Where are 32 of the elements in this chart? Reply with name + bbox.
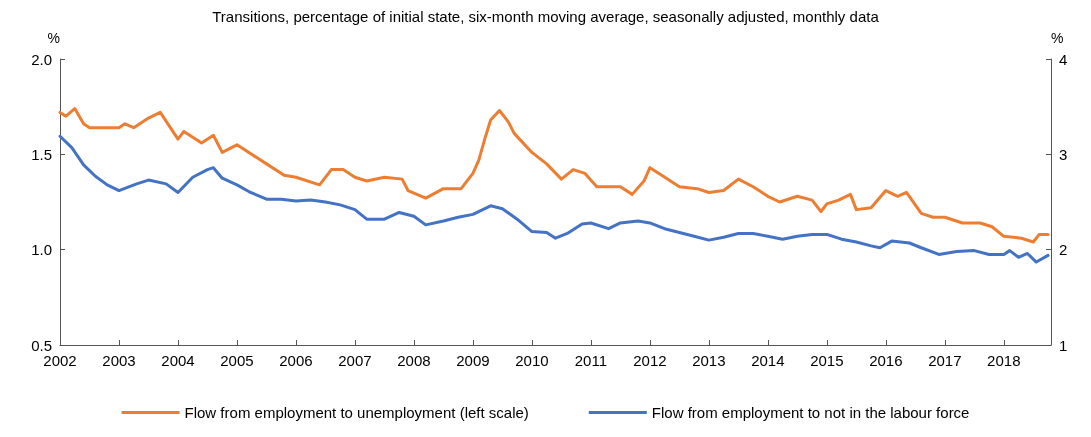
y-tick-label: 2.0 [31, 50, 52, 68]
y2-tick-label: 3 [1059, 145, 1068, 163]
y2-axis-title: % [1051, 30, 1064, 46]
x-tick-label: 2015 [810, 352, 844, 369]
y2-tick-label: 2 [1059, 241, 1068, 259]
line-series [58, 134, 1050, 264]
x-tick-label: 2013 [692, 352, 726, 369]
x-tick-label: 2007 [338, 352, 372, 369]
x-tick-label: 2005 [220, 352, 254, 369]
line-series [58, 107, 1050, 244]
x-tick-label: 2002 [43, 352, 77, 369]
x-tick-label: 2018 [987, 352, 1021, 369]
x-tick-label: 2017 [928, 352, 962, 369]
chart-subtitle: Transitions, percentage of initial state, six-month moving average, seasonally adjusted, monthly data [212, 8, 880, 25]
legend-label: Flow from employment to not in the labour force [651, 404, 970, 421]
y-tick-label: 1.0 [31, 241, 52, 259]
legend-label: Flow from employment to unemployment (left scale) [184, 404, 529, 421]
y-tick-label: 1.5 [31, 145, 52, 163]
y-tick-label: 0.5 [31, 336, 52, 354]
x-tick-label: 2008 [397, 352, 431, 369]
x-tick-label: 2009 [456, 352, 490, 369]
y-axis-title: % [47, 30, 60, 46]
x-tick-label: 2011 [574, 352, 608, 369]
x-tick-label: 2004 [161, 352, 195, 369]
x-tick-label: 2014 [751, 352, 785, 369]
y2-tick-label: 1 [1059, 336, 1068, 354]
x-tick-label: 2006 [279, 352, 313, 369]
x-tick-label: 2010 [515, 352, 549, 369]
y2-tick-label: 4 [1059, 50, 1068, 68]
x-tick-label: 2016 [869, 352, 903, 369]
x-tick-label: 2012 [633, 352, 667, 369]
x-tick-label: 2003 [102, 352, 136, 369]
